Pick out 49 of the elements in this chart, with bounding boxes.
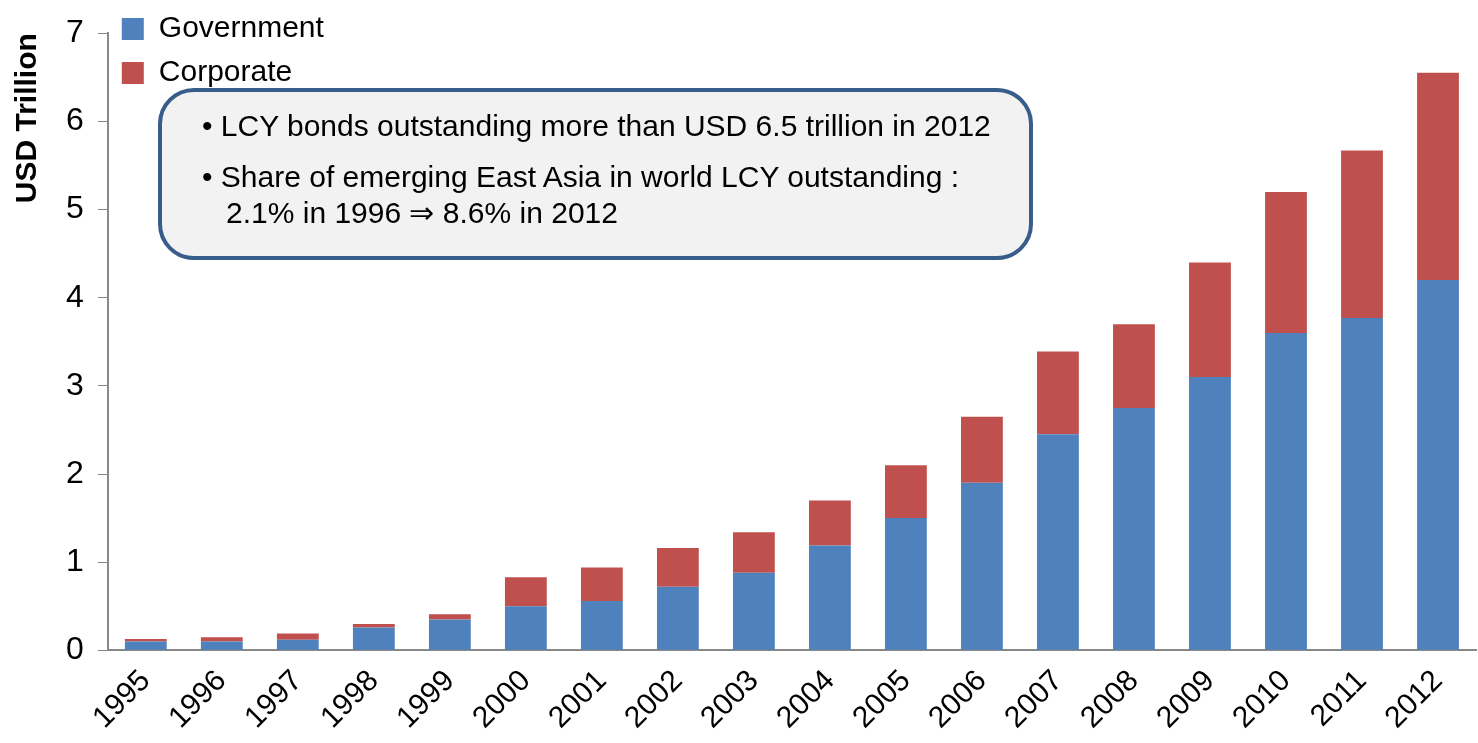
y-tick-label: 1 [66,542,84,579]
bar [732,572,775,650]
bar [580,567,623,601]
bar [1113,407,1155,650]
y-tick-label: 3 [66,365,84,402]
bar [124,638,167,642]
y-tick-label: 0 [66,630,84,667]
bar [732,532,775,573]
y-tick-label: 4 [66,277,84,314]
y-tick-label: 6 [66,101,84,138]
bar [428,614,471,620]
y-tick-label: 2 [66,453,84,490]
bar [885,518,927,650]
bar [352,627,395,650]
bar [885,465,927,519]
bar [656,586,699,650]
bar [1037,351,1079,435]
callout-box: • LCY bonds outstanding more than USD 6.5 trillion in 2012 • Share of emerging East Asia in world LCY outstanding : 2.1% in 1996 ⇒ 8.6% in 2012 [158,88,1033,260]
bar [200,637,243,642]
bar [809,545,851,650]
y-tick-label: 5 [66,189,84,226]
bar [961,416,1003,483]
bar [656,548,699,587]
legend-label: Corporate [158,54,293,88]
bar [961,482,1003,650]
bar [1113,324,1155,408]
annotation: • LCY bonds outstanding more than USD 6.5 trillion in 2012 [202,108,992,144]
bar [504,606,547,650]
annotation: • Share of emerging East Asia in world LCY outstanding : 2.1% in 1996 ⇒ 8.6% in 2012 [202,158,961,232]
bar [276,633,319,640]
bar [1265,332,1307,650]
bar [1189,262,1231,378]
bar [809,500,851,546]
bar [1417,280,1459,650]
y-tick-label: 7 [66,13,84,50]
bar [276,639,319,650]
bar [428,619,471,650]
bar [200,641,243,650]
bar [580,600,623,650]
bar [1417,72,1459,281]
legend-label: Government [158,10,325,44]
bar [1037,434,1079,650]
bar [1341,150,1383,318]
bar [1341,317,1383,650]
bar [1189,377,1231,650]
bar [504,577,547,607]
bar [124,641,167,650]
y-axis-title: USD Trillion [9,33,43,204]
bar [1265,191,1307,333]
